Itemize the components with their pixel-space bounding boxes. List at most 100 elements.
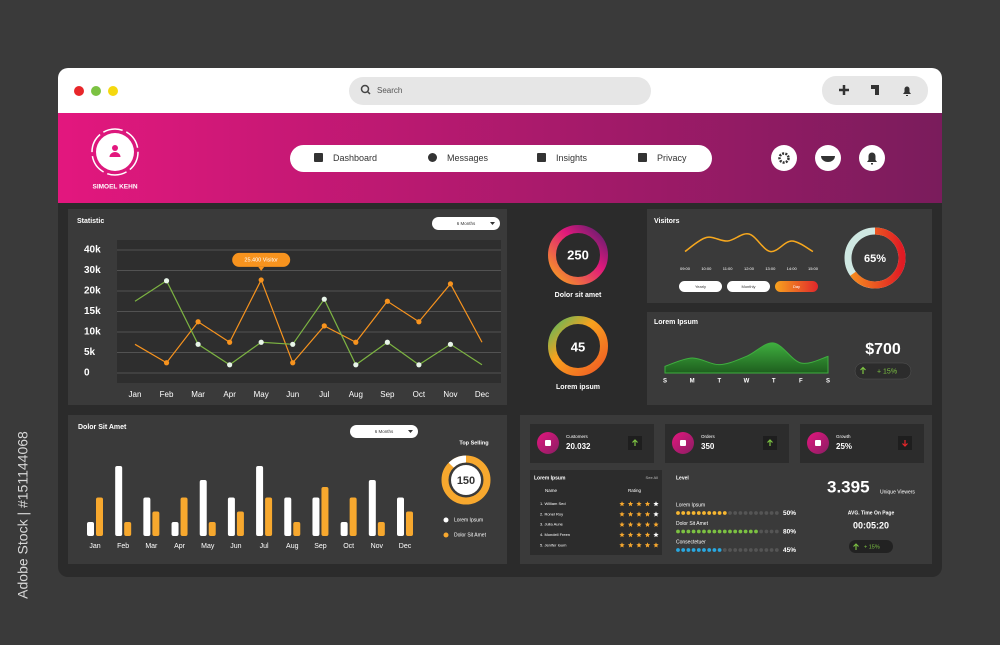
- y-tick-label: 20k: [84, 286, 101, 297]
- rating-star: [644, 521, 651, 527]
- avatar[interactable]: [96, 133, 134, 171]
- level-dot: [728, 529, 732, 534]
- panel-title: Visitors: [654, 218, 680, 225]
- tooltip-label: 25.400 Visitor: [244, 257, 278, 263]
- line-series: [134, 279, 483, 366]
- x-tick-label: F: [799, 379, 803, 385]
- level-dot: [707, 548, 712, 552]
- x-tick-label: Sep: [380, 390, 395, 399]
- filter-caret: [408, 430, 413, 433]
- settings-button[interactable]: [771, 145, 797, 171]
- x-tick-label: 11:00: [723, 266, 733, 271]
- add-icon[interactable]: [839, 85, 849, 95]
- search-box[interactable]: [349, 77, 651, 105]
- level-dot: [686, 511, 691, 515]
- bar: [321, 487, 329, 536]
- line-point: [195, 341, 201, 347]
- period-button-label: Monthly: [741, 284, 755, 289]
- x-tick-label: 14:00: [787, 266, 798, 271]
- level-dot: [748, 529, 753, 534]
- window-minimize[interactable]: [108, 86, 118, 96]
- period-button[interactable]: [727, 281, 770, 292]
- search-icon: [366, 90, 371, 95]
- line-point: [258, 339, 264, 345]
- level-dot: [696, 529, 701, 534]
- line-point: [321, 296, 327, 302]
- top-selling-title: Top Selling: [459, 440, 488, 446]
- legend-swatch: [443, 517, 449, 523]
- bar: [208, 522, 216, 536]
- rating-star: [644, 511, 651, 517]
- nav-item[interactable]: Dashboard: [333, 153, 377, 163]
- table-title: Lorem Ipsum: [534, 475, 566, 481]
- level-dot: [759, 511, 764, 515]
- period-button[interactable]: [679, 281, 722, 292]
- period-button[interactable]: [775, 281, 818, 292]
- window-close[interactable]: [74, 86, 84, 96]
- level-dot: [754, 548, 758, 552]
- nav-bar: [290, 145, 712, 172]
- x-tick-label: Aug: [349, 390, 363, 399]
- rating-star: [636, 542, 642, 548]
- x-tick-label: Nov: [371, 543, 384, 550]
- x-tick-label: Nov: [443, 390, 457, 399]
- profile-icon: [821, 156, 835, 162]
- level-dot: [748, 548, 753, 552]
- x-tick-label: 10:00: [701, 266, 712, 271]
- x-tick-label: 12:00: [744, 266, 755, 271]
- rating-star: [636, 511, 642, 517]
- level-dot: [733, 548, 738, 552]
- x-tick-label: 13:00: [765, 266, 776, 271]
- donut-value: 45: [571, 339, 585, 354]
- period-filter[interactable]: [350, 425, 418, 438]
- level-dot: [717, 529, 722, 534]
- bars-panel: [68, 415, 507, 564]
- nav-item[interactable]: Insights: [556, 153, 588, 163]
- card-label: Orders: [701, 434, 716, 439]
- level-dot: [707, 511, 712, 515]
- rating-star: [653, 542, 659, 548]
- level-dot: [676, 548, 680, 552]
- rating-star: [636, 532, 642, 538]
- x-tick-label: Dec: [475, 390, 489, 399]
- nav-icon: [428, 153, 437, 162]
- x-tick-label: Oct: [343, 543, 354, 550]
- line-point: [416, 362, 422, 368]
- up-arrow: [853, 543, 859, 550]
- level-name: Dolor Sit Amet: [676, 521, 709, 527]
- level-dot: [691, 529, 696, 534]
- nav-items: Dashboard Messages Insights Privacy: [314, 153, 687, 163]
- x-tick-label: Jun: [230, 543, 241, 550]
- window-maximize[interactable]: [91, 86, 101, 96]
- x-tick-label: Jul: [319, 390, 329, 399]
- see-all-link[interactable]: See All: [646, 475, 659, 480]
- search-icon: [360, 84, 370, 94]
- notification-icon[interactable]: [903, 86, 911, 96]
- row-name: 1. William Sed: [540, 501, 566, 506]
- level-dot: [743, 548, 748, 552]
- filter-caret: [490, 222, 495, 225]
- tabs-icon[interactable]: [871, 85, 879, 95]
- bar: [124, 522, 132, 536]
- level-dot: [769, 548, 774, 552]
- level-value: 45%: [783, 547, 796, 554]
- tooltip-pointer: [258, 266, 265, 271]
- bar: [284, 497, 292, 536]
- level-dot: [733, 529, 738, 534]
- nav-item[interactable]: Messages: [447, 153, 489, 163]
- legend-swatch: [443, 532, 449, 538]
- y-tick-label: 10k: [84, 327, 101, 338]
- x-tick-label: Apr: [174, 543, 186, 550]
- y-tick-label: 15k: [84, 306, 101, 317]
- rating-star: [627, 501, 634, 507]
- period-filter[interactable]: [432, 217, 500, 230]
- card-label: Customers: [566, 434, 589, 439]
- line-point: [163, 360, 170, 366]
- level-name: Consectetuer: [676, 539, 706, 545]
- rating-star: [653, 511, 659, 517]
- x-tick-label: Jul: [260, 543, 269, 550]
- level-dot: [717, 548, 722, 552]
- nav-item[interactable]: Privacy: [657, 153, 687, 163]
